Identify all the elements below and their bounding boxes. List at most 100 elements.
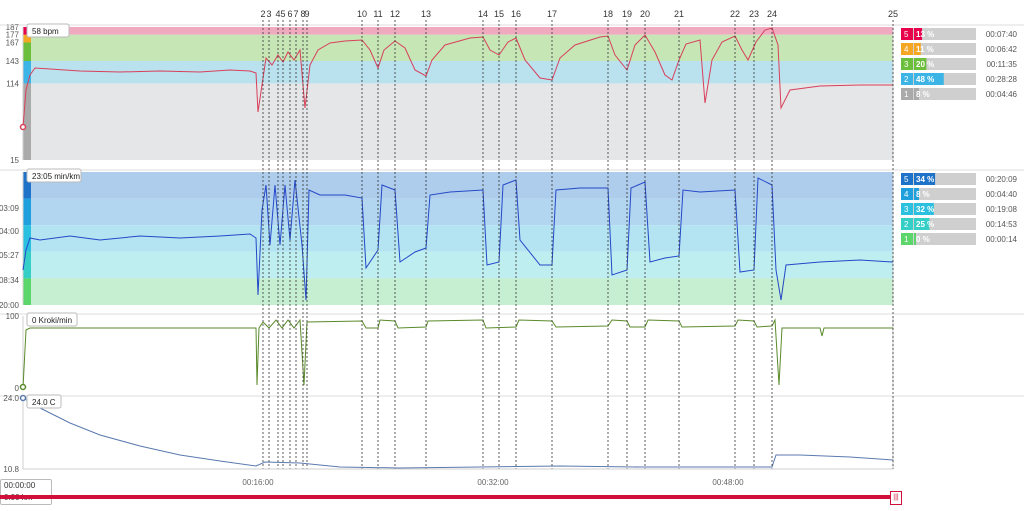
pace-zone-band — [23, 225, 893, 252]
zone-time: 00:07:40 — [986, 30, 1018, 39]
hr-current-box — [26, 23, 70, 38]
temp-current-box — [26, 394, 62, 409]
cadence-panel: 100 0 0 Kroki/min — [0, 312, 1024, 393]
time-tick-label: 00:32:00 — [477, 478, 509, 487]
lap-number: 19 — [622, 9, 632, 19]
pace-tick-label: 20:00 — [0, 301, 20, 310]
cadence-tick-label: 100 — [6, 312, 20, 321]
pace-zone-band — [23, 172, 893, 199]
pace-tick-label: 04:00 — [0, 227, 20, 236]
zone-percent-bar — [914, 58, 927, 70]
zone-summary: 5 13 % 00:07:40 4 11 % 00:06:42 3 20 % 00:11:35 2… — [901, 28, 1018, 245]
hr-tick-label: 187 — [6, 23, 20, 32]
zone-percent-bar — [914, 233, 916, 245]
pace-zone-strip — [23, 225, 31, 252]
lap-number: 2 — [260, 9, 265, 19]
lap-number: 16 — [511, 9, 521, 19]
hr-current-label: 58 bpm — [32, 27, 59, 36]
time-tick-label: 00:48:00 — [712, 478, 744, 487]
zone-percent-bar — [914, 173, 936, 185]
hr-tick-label: 15 — [10, 156, 19, 165]
hr-zone-row: 3 20 % 00:11:35 — [901, 58, 1018, 70]
lap-number: 13 — [421, 9, 431, 19]
position-time: 00:00:00 — [4, 481, 36, 490]
zone-percent: 11 % — [916, 45, 934, 54]
zone-time: 00:11:35 — [986, 60, 1017, 69]
pace-zone-strip — [23, 198, 31, 226]
hr-series-line — [22, 27, 893, 128]
timeline-scrubber[interactable] — [0, 495, 899, 499]
temp-tick-label: 10.8 — [3, 465, 19, 474]
zone-number: 3 — [904, 60, 909, 69]
time-tick-label: 00:16:00 — [242, 478, 274, 487]
zone-number-box — [901, 218, 913, 230]
pace-tick-label: 03:09 — [0, 204, 20, 213]
zone-time: 00:06:42 — [986, 45, 1018, 54]
pace-zone-row: 4 8 % 00:04:40 — [901, 188, 1018, 200]
pace-panel: 03:09 04:00 05:27 08:34 20:00 23:05 min/km — [0, 168, 1024, 310]
zone-percent: 8 % — [916, 90, 930, 99]
lap-number: 4 — [275, 9, 280, 19]
zone-time: 00:20:09 — [986, 175, 1018, 184]
lap-number: 17 — [547, 9, 557, 19]
pace-zone-strip — [23, 172, 31, 199]
zone-time: 00:28:28 — [986, 75, 1018, 84]
hr-zone-row: 1 8 % 00:04:46 — [901, 88, 1018, 100]
zone-percent: 25 % — [916, 220, 934, 229]
hr-zone-strip — [23, 83, 31, 160]
pace-zone-band — [23, 251, 893, 279]
lap-number: 22 — [730, 9, 740, 19]
lap-markers[interactable]: 2 3 4 5 6 7 89 10 11 12 13 14 15 16 17 18 19 20 21 22 23 24 25 — [260, 9, 898, 469]
zone-bar-bg — [901, 88, 976, 100]
hr-zone-strip — [23, 34, 31, 43]
zone-bar-bg — [901, 188, 976, 200]
hr-zone-strip — [23, 42, 31, 62]
lap-number: 15 — [494, 9, 504, 19]
zone-percent: 32 % — [916, 205, 934, 214]
lap-number: 20 — [640, 9, 650, 19]
pace-zone-row: 2 25 % 00:14:53 — [901, 218, 1018, 230]
lap-number: 7 — [293, 9, 298, 19]
zone-bar-bg — [901, 233, 976, 245]
lap-number: 9 — [304, 9, 309, 19]
zone-number-box — [901, 88, 913, 100]
zone-number: 1 — [904, 90, 909, 99]
hr-zone-band — [23, 27, 893, 35]
zone-number: 2 — [904, 220, 909, 229]
lap-number: 10 — [357, 9, 367, 19]
cadence-cursor-dot — [19, 383, 27, 391]
zone-number: 4 — [904, 190, 909, 199]
hr-tick-label: 177 — [6, 31, 20, 40]
hr-tick-label: 114 — [6, 79, 19, 88]
hr-tick-label: 167 — [6, 38, 20, 47]
zone-number: 2 — [904, 75, 909, 84]
zone-percent: 13 % — [916, 30, 934, 39]
hr-zone-row: 4 11 % 00:06:42 — [901, 43, 1018, 55]
zone-number: 4 — [904, 45, 909, 54]
scrubber-handle[interactable]: ||| — [890, 491, 902, 505]
zone-percent-bar — [914, 88, 919, 100]
zone-percent: 34 % — [916, 175, 934, 184]
lap-number: 12 — [390, 9, 400, 19]
zone-percent-bar — [914, 43, 921, 55]
pace-zone-band — [23, 278, 893, 305]
hr-cursor-dot — [19, 123, 27, 131]
zone-time: 00:14:53 — [986, 220, 1018, 229]
zone-number-box — [901, 173, 913, 185]
zone-time: 00:04:40 — [986, 190, 1018, 199]
zone-number-box — [901, 188, 913, 200]
zone-number-box — [901, 203, 913, 215]
temp-cursor-dot — [19, 394, 27, 402]
pace-tick-label: 08:34 — [0, 276, 20, 285]
pace-zone-row: 1 0 % 00:00:14 — [901, 233, 1018, 245]
zone-number: 5 — [904, 30, 909, 39]
zone-percent-bar — [914, 218, 930, 230]
cadence-current-label: 0 Kroki/min — [32, 316, 72, 325]
zone-number: 3 — [904, 205, 909, 214]
time-axis: 00:16:00 00:32:00 00:48:00 — [23, 468, 893, 487]
temp-series-line — [22, 397, 894, 469]
lap-number: 24 — [767, 9, 777, 19]
lap-number: 23 — [749, 9, 759, 19]
zone-number-box — [901, 73, 913, 85]
cadence-current-box — [26, 312, 78, 327]
